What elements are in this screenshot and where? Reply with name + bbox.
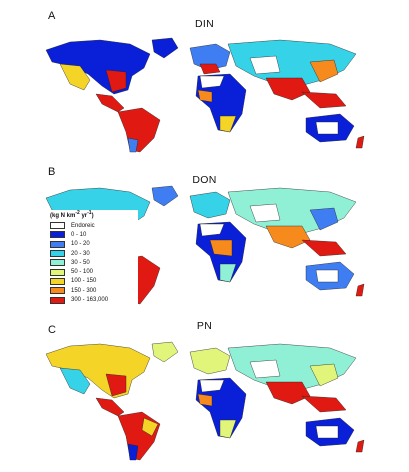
north-america-east [105,69,127,93]
europe-south [199,63,221,75]
europe-region [189,347,231,375]
southeast-asia [301,239,347,257]
new-zealand [355,135,365,149]
south-america-east [141,417,159,437]
africa-north [199,223,225,237]
legend-label: 150 - 300 [71,287,97,294]
legend-item: 50 - 100 [50,267,138,276]
panel-title: DON [192,174,217,186]
north-america-west [59,367,91,395]
panel-letter: C [48,324,56,336]
legend-label: 30 - 50 [71,259,90,266]
world-map-don [45,185,365,305]
legend-label: 300 - 163,000 [71,297,109,304]
legend-label: 10 - 20 [71,241,90,248]
africa-south [219,263,237,283]
map-legend: (kg N km-2 yr-1) Endoreic 0 - 10 10 - 20 20… [50,210,138,305]
legend-item: 100 - 150 [50,277,138,286]
legend-swatch [50,240,65,248]
asia-central [249,203,281,223]
asia-south [265,381,311,405]
south-america-south [127,443,139,461]
legend-swatch [50,250,65,258]
panel-b: B DON [0,158,409,308]
central-america [95,93,125,113]
australia-interior [315,269,339,283]
africa-central [209,239,233,257]
africa-south [219,419,237,439]
africa-south [219,115,237,133]
australia-interior [315,121,339,135]
europe-region [189,43,231,71]
legend-title: (kg N km-2 yr-1) [50,210,94,219]
new-zealand [355,283,365,297]
legend-swatch [50,231,65,239]
panel-title: DIN [195,18,214,30]
panel-title: PN [196,320,213,332]
asia-south [265,77,311,101]
south-america-region [117,411,161,461]
panel-letter: B [48,166,56,178]
legend-label: 50 - 100 [71,269,94,276]
legend-swatch [50,277,65,285]
asia-south [265,225,311,249]
south-america-region [117,107,161,153]
legend-label: 100 - 150 [71,278,97,285]
legend-item: 10 - 20 [50,240,138,249]
europe-region [189,191,231,219]
legend-item: 300 - 163,000 [50,295,138,304]
panel-c: C PN [0,316,409,472]
greenland [151,37,179,59]
africa-west [197,393,213,407]
asia-east [309,59,339,83]
world-map-pn [45,341,365,461]
africa-west [197,89,213,103]
greenland [151,341,179,363]
legend-item: 30 - 50 [50,258,138,267]
legend-label: 20 - 30 [71,250,90,257]
legend-item: 0 - 10 [50,230,138,239]
asia-east [309,207,339,231]
legend-item: 20 - 30 [50,249,138,258]
south-america-south [127,137,139,153]
legend-swatch [50,296,65,304]
asia-east [309,363,339,387]
legend-swatch [50,287,65,295]
asia-central [249,359,281,379]
legend-swatch [50,222,65,230]
north-america-west [59,63,91,91]
panel-letter: A [48,10,56,22]
asia-central [249,55,281,75]
legend-item: 150 - 300 [50,286,138,295]
world-map-din [45,37,365,153]
new-zealand [355,439,365,453]
africa-north [199,75,225,89]
legend-label: Endoreic [71,222,95,229]
southeast-asia [301,395,347,413]
africa-north [199,379,225,393]
australia-interior [315,425,339,439]
legend-item: Endoreic [50,221,138,230]
southeast-asia [301,91,347,109]
north-america-east [105,373,127,397]
legend-swatch [50,259,65,267]
legend-swatch [50,268,65,276]
central-america [95,397,125,417]
legend-label: 0 - 10 [71,231,87,238]
panel-a: A DIN [0,0,409,153]
greenland [151,185,179,207]
